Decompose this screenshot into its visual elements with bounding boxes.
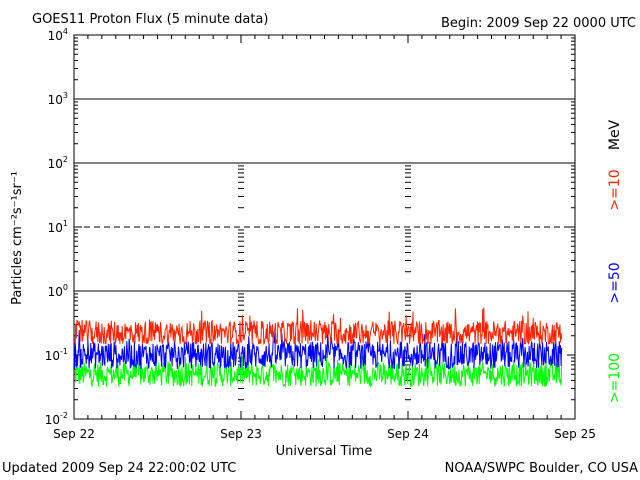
legend: MeV >=10 >=50 >=100 xyxy=(607,119,623,403)
chart-title: GOES11 Proton Flux (5 minute data) xyxy=(32,12,268,27)
series-line-100 xyxy=(73,355,563,389)
x-tick-label: Sep 22 xyxy=(53,427,95,441)
y-tick-label: 102 xyxy=(48,155,68,171)
y-tick-label: 101 xyxy=(48,219,68,235)
legend-unit: MeV xyxy=(607,119,623,150)
series-line-10 xyxy=(73,307,563,346)
y-tick-label: 100 xyxy=(48,283,68,299)
y-tick-label: 10-1 xyxy=(45,347,68,363)
credit-text: NOAA/SWPC Boulder, CO USA xyxy=(445,461,638,476)
x-tick-label: Sep 25 xyxy=(554,427,596,441)
y-axis-label: Particles cm⁻²s⁻¹sr⁻¹ xyxy=(10,171,25,305)
legend-series-50: >=50 xyxy=(607,262,623,303)
updated-timestamp: Updated 2009 Sep 24 22:00:02 UTC xyxy=(2,461,236,476)
x-axis-label: Universal Time xyxy=(276,444,373,459)
series-line-50 xyxy=(73,329,563,371)
begin-timestamp: Begin: 2009 Sep 22 0000 UTC xyxy=(441,16,636,31)
legend-series-100: >=100 xyxy=(607,353,623,403)
y-tick-label: 104 xyxy=(48,27,68,43)
legend-series-10: >=10 xyxy=(607,169,623,210)
x-tick-label: Sep 23 xyxy=(220,427,262,441)
y-tick-label: 10-2 xyxy=(45,411,68,427)
x-tick-label: Sep 24 xyxy=(387,427,429,441)
y-tick-label: 103 xyxy=(48,91,68,107)
plot-area xyxy=(73,34,576,420)
